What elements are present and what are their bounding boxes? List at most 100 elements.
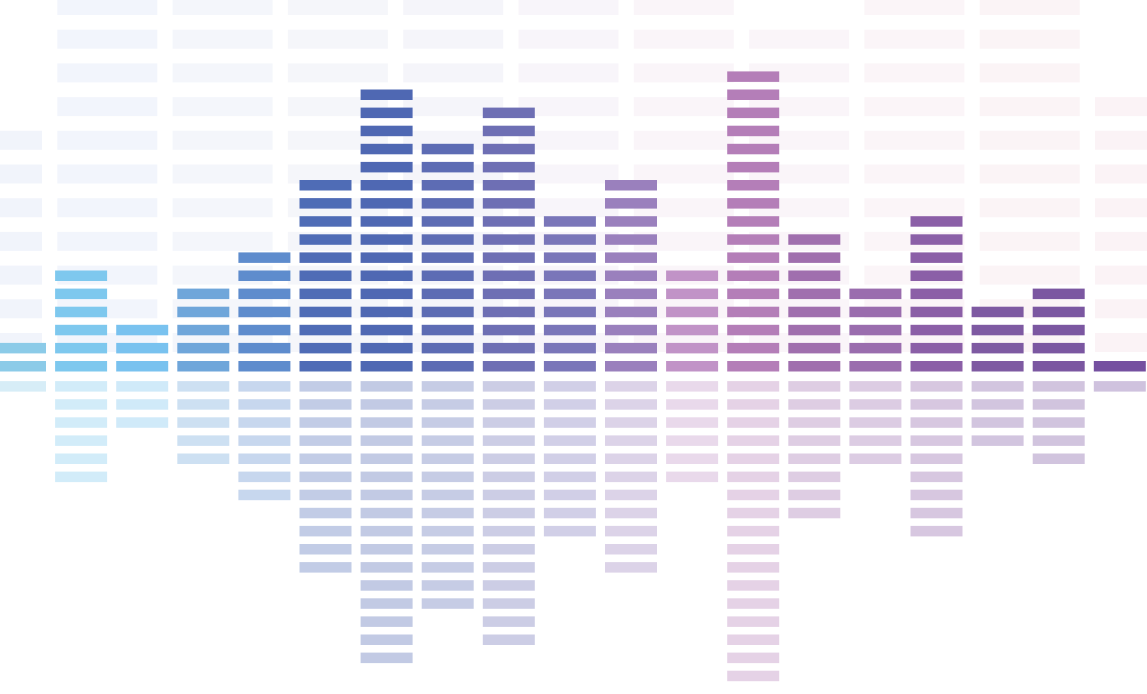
- equalizer-bar-segment: [55, 361, 108, 372]
- equalizer-bar-segment: [482, 180, 535, 191]
- equalizer-bar-segment: [910, 288, 963, 300]
- equalizer-reflection-segment: [55, 435, 108, 446]
- equalizer-bar-segment: [666, 342, 719, 354]
- equalizer-bar-segment: [482, 216, 535, 227]
- equalizer-bar-segment: [421, 198, 474, 209]
- equalizer-bar-segment: [55, 342, 108, 354]
- equalizer-reflection-segment: [849, 381, 902, 392]
- equalizer-reflection-segment: [360, 489, 413, 501]
- equalizer-bar-segment: [727, 288, 780, 300]
- equalizer-bar-segment: [482, 234, 535, 245]
- background-bar-segment: [172, 198, 273, 218]
- equalizer-reflection-segment: [543, 381, 596, 392]
- background-bar-segment: [864, 63, 965, 83]
- equalizer-reflection-segment: [971, 381, 1024, 392]
- background-bar-segment: [633, 97, 734, 117]
- equalizer-bar-segment: [421, 306, 474, 318]
- equalizer-reflection-segment: [910, 525, 963, 537]
- equalizer-reflection-segment: [605, 507, 657, 519]
- background-bar-segment: [979, 265, 1080, 285]
- equalizer-reflection-segment: [910, 507, 963, 519]
- equalizer-reflection-segment: [421, 417, 474, 428]
- equalizer-reflection-segment: [299, 381, 352, 392]
- equalizer-reflection-segment: [788, 489, 841, 501]
- background-bar-segment: [0, 231, 42, 251]
- equalizer-bar-segment: [299, 306, 352, 318]
- equalizer-reflection-segment: [360, 598, 413, 609]
- equalizer-bar-segment: [360, 361, 413, 372]
- equalizer-bar-segment: [482, 252, 535, 263]
- equalizer-bar-segment: [238, 288, 291, 300]
- equalizer-reflection-segment: [482, 525, 535, 537]
- equalizer-bar-segment: [299, 252, 352, 263]
- equalizer-reflection-segment: [360, 562, 413, 573]
- equalizer-reflection-segment: [971, 399, 1024, 410]
- background-bar-segment: [1095, 164, 1147, 184]
- equalizer-bar-segment: [727, 89, 780, 100]
- equalizer-bar-segment: [482, 342, 535, 354]
- equalizer-reflection-segment: [849, 399, 902, 410]
- equalizer-reflection-segment: [482, 381, 535, 392]
- equalizer-reflection-segment: [910, 489, 963, 501]
- equalizer-bar-segment: [727, 361, 780, 372]
- equalizer-reflection-segment: [727, 525, 780, 537]
- background-bar-segment: [287, 29, 388, 49]
- background-bar-segment: [57, 231, 158, 251]
- background-bar-segment: [1095, 299, 1147, 319]
- equalizer-bar-segment: [238, 342, 291, 354]
- background-bar-segment: [172, 29, 273, 49]
- background-bar-segment: [864, 198, 965, 218]
- equalizer-reflection-segment: [910, 417, 963, 428]
- equalizer-reflection-segment: [727, 634, 780, 645]
- background-bar-segment: [403, 29, 504, 49]
- equalizer-bar-segment: [727, 180, 780, 191]
- background-bar-segment: [172, 0, 273, 15]
- equalizer-bar-segment: [727, 143, 780, 155]
- background-bar-segment: [57, 130, 158, 150]
- equalizer-reflection-segment: [421, 562, 474, 573]
- equalizer-bar-segment: [421, 161, 474, 173]
- background-bar-segment: [749, 29, 850, 49]
- equalizer-reflection-segment: [421, 507, 474, 519]
- equalizer-bar-segment: [55, 324, 108, 336]
- equalizer-reflection-segment: [116, 399, 169, 410]
- equalizer-bar-segment: [543, 342, 596, 354]
- equalizer-reflection-segment: [543, 507, 596, 519]
- equalizer-bar-segment: [788, 361, 841, 372]
- background-bar-segment: [1095, 97, 1147, 117]
- background-bar-segment: [172, 63, 273, 83]
- equalizer-bar-segment: [177, 288, 230, 300]
- equalizer-bar-segment: [971, 361, 1024, 372]
- equalizer-reflection-bars: [0, 381, 1146, 682]
- background-bar-segment: [57, 0, 158, 15]
- equalizer-bar-segment: [299, 234, 352, 245]
- equalizer-reflection-segment: [177, 417, 230, 428]
- equalizer-reflection-segment: [360, 580, 413, 591]
- equalizer-bar-segment: [727, 252, 780, 263]
- equalizer-bar-segment: [421, 288, 474, 300]
- equalizer-reflection-segment: [360, 507, 413, 519]
- equalizer-reflection-segment: [605, 489, 657, 501]
- equalizer-reflection-segment: [238, 417, 291, 428]
- equalizer-reflection-segment: [727, 381, 780, 392]
- equalizer-bar-segment: [482, 324, 535, 336]
- equalizer-bar-segment: [177, 306, 230, 318]
- equalizer-bar-segment: [1093, 361, 1146, 372]
- equalizer-reflection-segment: [299, 417, 352, 428]
- equalizer-reflection-segment: [666, 381, 719, 392]
- equalizer-reflection-segment: [1032, 453, 1085, 464]
- equalizer-reflection-segment: [543, 399, 596, 410]
- background-bar-segment: [172, 130, 273, 150]
- equalizer-bar-segment: [360, 107, 413, 119]
- equalizer-bar-segment: [299, 361, 352, 372]
- equalizer-bar-segment: [116, 361, 169, 372]
- background-bar-segment: [633, 130, 734, 150]
- equalizer-bar-segment: [910, 252, 963, 263]
- equalizer-reflection-segment: [788, 507, 841, 519]
- equalizer-reflection-segment: [299, 453, 352, 464]
- equalizer-bar-segment: [605, 361, 657, 372]
- equalizer-bar-segment: [299, 324, 352, 336]
- background-bar-segment: [518, 97, 619, 117]
- equalizer-reflection-segment: [421, 525, 474, 537]
